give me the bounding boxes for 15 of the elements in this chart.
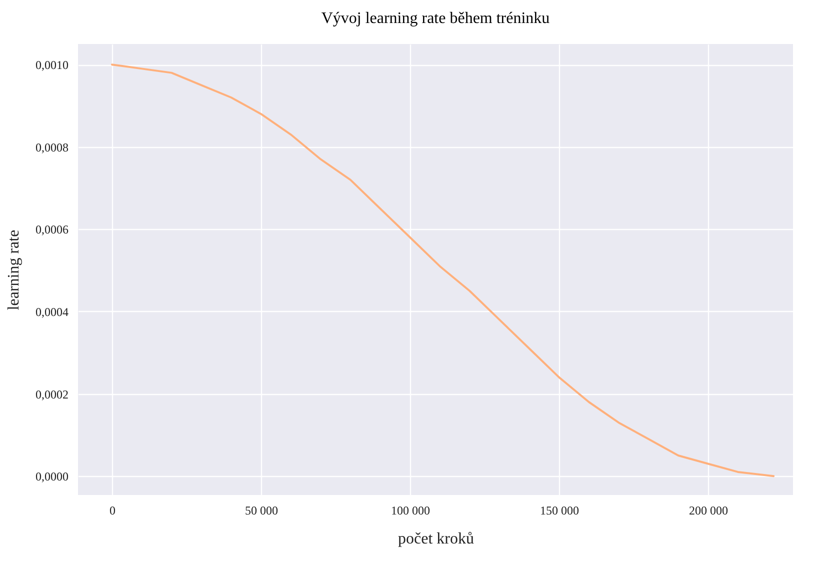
x-tick-label: 200 000	[689, 504, 728, 518]
y-tick-label: 0,0008	[36, 140, 68, 154]
x-tick-label: 0	[109, 504, 116, 518]
y-tick-label: 0,0010	[36, 58, 68, 72]
y-tick-label: 0,0006	[36, 222, 68, 237]
x-tick-label: 50 000	[244, 504, 278, 518]
y-tick-label: 0,0004	[36, 304, 68, 319]
y-tick-label: 0,0000	[36, 470, 68, 484]
y-axis-title: learning rate	[6, 230, 22, 310]
x-axis-title: počet kroků	[398, 530, 474, 548]
x-tick-label: 150 000	[540, 504, 580, 518]
x-tick-label: 100 000	[391, 504, 430, 518]
line-series	[110, 64, 775, 478]
chart-title: Vývoj learning rate během tréninku	[321, 10, 550, 27]
y-tick-label: 0,0002	[36, 387, 68, 402]
